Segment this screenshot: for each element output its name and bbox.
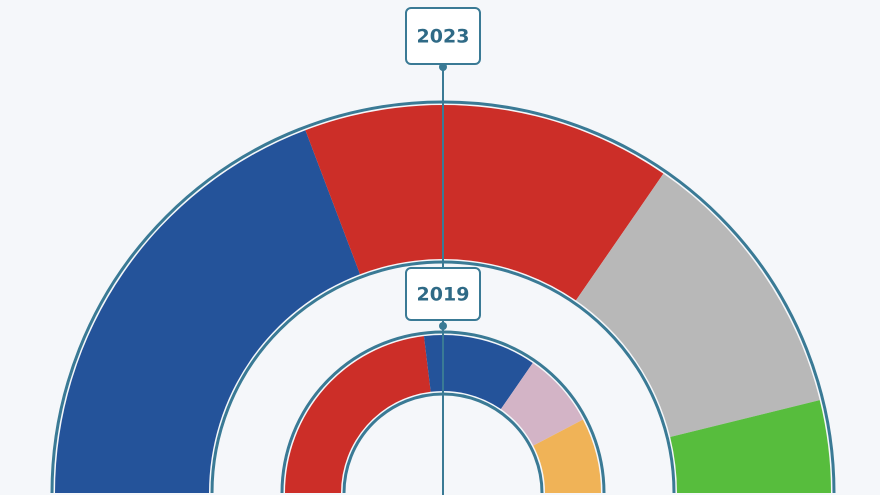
label-box	[405, 7, 481, 65]
ring-label: 2023	[417, 26, 470, 48]
segment	[423, 335, 533, 410]
segment	[670, 400, 831, 493]
label-box	[405, 267, 481, 321]
rings	[50, 100, 836, 494]
pointer-dot	[439, 322, 447, 330]
segment	[500, 362, 583, 446]
segment	[305, 105, 664, 301]
ring-label: 2019	[417, 284, 470, 306]
segment	[533, 419, 601, 493]
segment	[285, 336, 431, 493]
segment	[575, 173, 820, 438]
segment	[55, 130, 361, 494]
